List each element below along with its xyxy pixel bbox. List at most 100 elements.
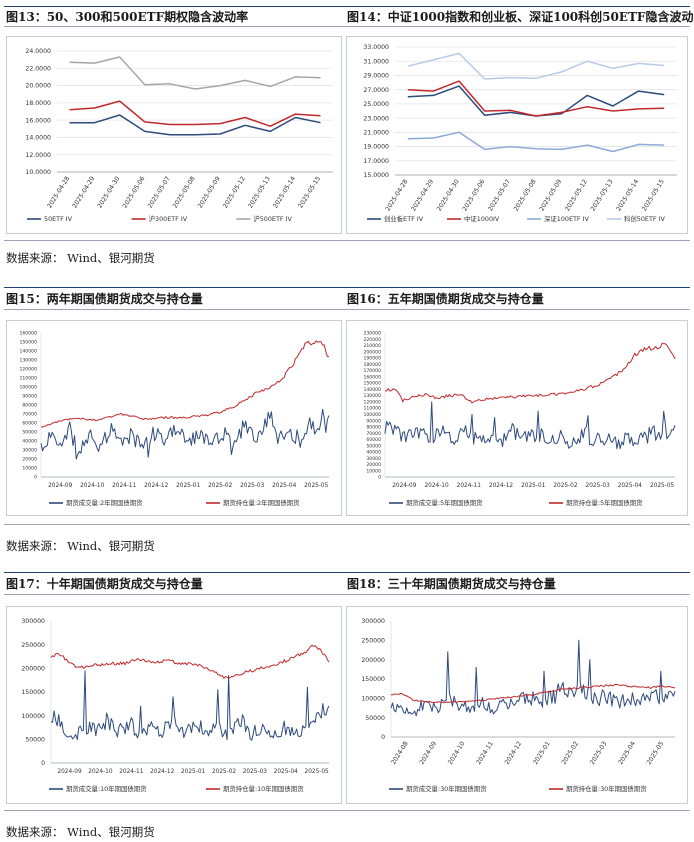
x-tick-label: 2025-05-09 (197, 175, 222, 209)
chart-panel-15: 0 10000 20000 30000 40000 50000 60000 70000 8000… (6, 320, 342, 516)
y-tick-label: 110000 (363, 406, 381, 412)
series-line-2 (40, 340, 330, 428)
x-tick-label: 2024-09 (48, 483, 73, 489)
x-tick-label: 2025-04-29 (71, 175, 96, 209)
series-line-3 (69, 56, 321, 90)
y-tick-label: 80000 (22, 403, 37, 409)
x-tick-label: 2025-05-06 (461, 178, 486, 212)
x-tick-label: 2025-04-28 (46, 175, 71, 209)
source-rule (4, 240, 690, 241)
series-line-1 (50, 670, 330, 741)
y-tick-label: 60000 (22, 421, 37, 427)
x-tick-label: 2025-03 (586, 483, 611, 489)
y-tick-label: 10.0000 (25, 169, 51, 176)
y-tick-label: 140000 (363, 387, 381, 393)
x-tick-label: 2025-05-12 (564, 178, 589, 212)
x-tick-label: 2025-04-30 (436, 178, 461, 212)
y-tick-label: 120000 (19, 367, 37, 373)
x-tick-label: 2025-05-14 (615, 178, 640, 212)
y-tick-label: 31.0000 (363, 58, 389, 65)
y-tick-label: 10000 (22, 466, 37, 472)
series-line-2 (384, 342, 676, 404)
bond-2y-volume-oi-chart: 0 10000 20000 30000 40000 50000 60000 70000 8000… (19, 331, 330, 507)
y-tick-label: 150000 (361, 676, 385, 683)
y-tick-label: 190000 (363, 356, 381, 362)
x-tick-label: 2025-02 (560, 740, 580, 766)
figure-18-title: 图18：三十年期国债期货成交与持仓量 (347, 577, 556, 591)
y-tick-label: 150000 (363, 381, 381, 387)
legend-label: 期货持仓量:30年期国债期货 (566, 784, 647, 793)
x-tick-label: 2024-09 (392, 483, 417, 489)
y-tick-label: 21.0000 (363, 130, 389, 137)
y-tick-label: 50000 (22, 430, 37, 436)
y-tick-label: 250000 (21, 642, 45, 649)
top-rule (4, 6, 690, 7)
legend-label: 期货持仓量:2年期国债期货 (223, 498, 300, 507)
y-tick-label: 70000 (22, 412, 37, 418)
legend-label: 期货持仓量:10年期国债期货 (223, 784, 304, 793)
legend-label: 沪300ETF IV (149, 214, 188, 223)
x-tick-label: 2025-05-07 (147, 175, 172, 209)
y-tick-label: 30000 (22, 448, 37, 454)
x-tick-label: 2025-01 (532, 740, 552, 766)
bond-30y-volume-oi-chart: 0 50000 100000 150000 200000 250000 300000 2024… (361, 618, 676, 793)
y-tick-label: 20000 (22, 457, 37, 463)
x-tick-label: 2025-03 (243, 769, 268, 775)
y-tick-label: 0 (381, 734, 385, 741)
x-tick-label: 2024-10 (447, 740, 467, 766)
legend-label: 深证100ETF IV (544, 214, 590, 223)
y-tick-label: 40000 (22, 439, 37, 445)
y-tick-label: 29.0000 (363, 73, 389, 80)
x-tick-label: 2025-05-14 (272, 175, 297, 209)
legend-label: 沪500ETF IV (253, 214, 292, 223)
y-tick-label: 100000 (21, 713, 45, 720)
figure-16-title: 图16：五年期国债期货成交与持仓量 (347, 292, 544, 306)
y-tick-label: 120000 (363, 399, 381, 405)
x-tick-label: 2025-01 (181, 769, 206, 775)
x-tick-label: 2025-04-30 (96, 175, 121, 209)
x-tick-label: 2025-05 (646, 740, 666, 766)
x-tick-label: 2025-01 (176, 483, 201, 489)
y-tick-label: 30000 (366, 456, 381, 462)
x-tick-label: 2025-02 (208, 483, 233, 489)
legend-label: 中证1000IV (464, 214, 500, 223)
x-tick-label: 2025-05-13 (247, 175, 272, 209)
y-tick-label: 130000 (363, 393, 381, 399)
source-rule-2 (4, 524, 690, 525)
x-tick-label: 2025-05-15 (641, 178, 666, 212)
chart-panel-13: 10.0000 12.0000 14.0000 16.0000 18.0000 20.00… (6, 36, 342, 234)
legend-label: 50ETF IV (44, 215, 73, 223)
x-tick-label: 2025-05-09 (538, 178, 563, 212)
x-tick-label: 2025-05-15 (297, 175, 322, 209)
series-line-2 (390, 683, 676, 704)
section-rule-3 (4, 572, 690, 573)
legend-label: 期货成交量:10年期国债期货 (66, 784, 147, 793)
y-tick-label: 90000 (22, 394, 37, 400)
x-tick-label: 2024-11 (119, 769, 144, 775)
y-tick-label: 250000 (361, 638, 385, 645)
legend-label: 期货成交量:30年期国债期货 (406, 784, 487, 793)
y-tick-label: 20000 (366, 462, 381, 468)
x-tick-label: 2025-05-07 (487, 178, 512, 212)
x-tick-label: 2025-02 (212, 769, 237, 775)
x-tick-label: 2025-05-08 (513, 178, 538, 212)
y-tick-label: 17.0000 (363, 158, 389, 165)
y-tick-label: 40000 (366, 450, 381, 456)
x-tick-label: 2024-12 (150, 769, 175, 775)
y-tick-label: 25.0000 (363, 101, 389, 108)
y-tick-label: 100000 (19, 385, 37, 391)
x-tick-label: 2024-12 (144, 483, 169, 489)
x-tick-label: 2024-12 (504, 740, 524, 766)
y-tick-label: 150000 (21, 689, 45, 696)
legend-label: 创业板ETF IV (384, 214, 424, 223)
series-line-1 (390, 639, 676, 717)
y-tick-label: 100000 (363, 412, 381, 418)
title-rule-3 (4, 594, 690, 595)
y-tick-label: 170000 (363, 368, 381, 374)
x-tick-label: 2025-04 (272, 483, 297, 489)
y-tick-label: 15.0000 (363, 172, 389, 179)
iv-chart-50-300-500: 10.0000 12.0000 14.0000 16.0000 18.0000 20.00… (25, 48, 333, 223)
x-tick-label: 2024-12 (489, 483, 514, 489)
bond-5y-volume-oi-chart: 0100002000030000400005000060000700008000… (363, 331, 676, 507)
figure-15-title: 图15：两年期国债期货成交与持仓量 (6, 292, 203, 306)
